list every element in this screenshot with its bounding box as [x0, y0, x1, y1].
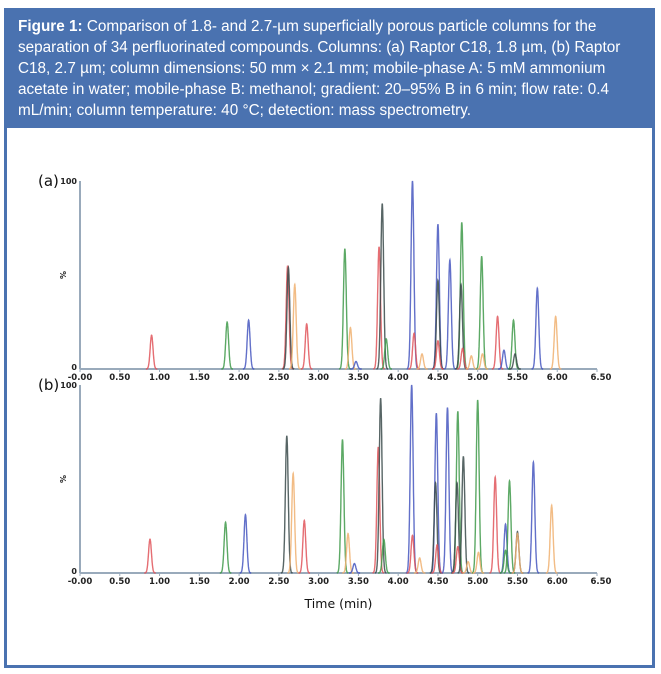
x-tick-label: 6.50 — [591, 373, 612, 383]
x-tick-label: 3.00 — [308, 373, 329, 383]
chromatogram-peak — [527, 459, 540, 574]
chromatogram-peak — [431, 224, 445, 370]
chromatogram-peak — [431, 278, 444, 370]
chromatogram-peak — [511, 532, 524, 574]
figure-caption: Figure 1: Comparison of 1.8- and 2.7-µm … — [4, 8, 655, 128]
chromatogram-peak — [472, 551, 485, 574]
caption-label: Figure 1: — [18, 18, 83, 35]
x-tick-label: 3.50 — [348, 373, 369, 383]
x-tick-label: 2.00 — [229, 373, 250, 383]
panel-label: (b) — [38, 376, 59, 394]
x-tick-label: 1.50 — [189, 577, 210, 587]
x-tick-label: 0.50 — [109, 373, 130, 383]
x-tick-label: 4.50 — [427, 577, 448, 587]
y-tick-label: 0 — [71, 363, 77, 372]
chromatogram-peak — [503, 478, 516, 574]
chromatogram-peak — [219, 520, 232, 574]
chromatogram-peak — [300, 322, 313, 370]
x-tick-label: 0.50 — [109, 577, 130, 587]
chromatogram-peak — [239, 513, 252, 574]
chromatogram-peak — [475, 255, 488, 370]
x-tick-label: 6.00 — [547, 373, 568, 383]
chromatogram-peak — [145, 334, 158, 370]
x-tick-label: -0.00 — [68, 373, 93, 383]
x-tick-label: 4.00 — [388, 577, 409, 587]
y-axis-label: % — [59, 271, 68, 279]
x-tick-label: 5.50 — [507, 373, 528, 383]
x-tick-label: 2.50 — [268, 373, 289, 383]
chromatogram-peak — [280, 435, 293, 574]
x-tick-label: 5.50 — [507, 577, 528, 587]
panel-label: (a) — [38, 172, 59, 190]
chromatogram-peak — [288, 282, 301, 370]
chromatogram-peak — [545, 503, 558, 574]
x-axis-label: Time (min) — [304, 596, 373, 611]
chromatogram-peak — [432, 339, 444, 370]
x-tick-label: 1.00 — [149, 577, 170, 587]
chromatogram-peak — [242, 318, 255, 370]
chromatogram-peak — [372, 446, 385, 574]
x-tick-label: 5.00 — [467, 577, 488, 587]
chromatogram-peak — [507, 318, 520, 370]
chromatogram-peak — [348, 562, 361, 574]
chromatogram-peak — [416, 353, 428, 370]
chromatogram-peak — [287, 470, 300, 574]
x-tick-label: 2.50 — [268, 577, 289, 587]
x-tick-label: 4.00 — [388, 373, 409, 383]
x-tick-label: 5.00 — [467, 373, 488, 383]
chromatogram-peak — [144, 538, 156, 574]
chromatogram-peak — [452, 545, 464, 574]
chromatogram-peak — [531, 286, 544, 370]
chromatogram-peak — [471, 399, 484, 574]
chromatogram-peak — [509, 353, 521, 370]
chromatogram-peak — [462, 560, 474, 574]
y-tick-label: 100 — [60, 381, 77, 390]
x-tick-label: 6.50 — [591, 577, 612, 587]
chromatogram-peak — [378, 538, 390, 574]
chromatogram-peak — [441, 407, 454, 574]
y-axis-label: % — [59, 475, 68, 483]
chromatogram-peak — [338, 248, 351, 370]
y-tick-label: 0 — [71, 567, 77, 576]
chromatogram-peak — [282, 265, 295, 370]
chromatogram-peak — [374, 398, 387, 574]
x-tick-label: 1.50 — [189, 373, 210, 383]
chromatogram-peak — [380, 337, 392, 370]
chromatogram-peak — [344, 326, 357, 370]
x-tick-label: 3.00 — [308, 577, 329, 587]
chromatogram-peak — [221, 320, 233, 370]
x-tick-label: 4.50 — [427, 373, 448, 383]
chromatogram-peak — [457, 456, 470, 574]
x-tick-label: 3.50 — [348, 577, 369, 587]
chromatogram-peak — [499, 522, 512, 574]
chromatogram-peak — [376, 203, 389, 370]
y-tick-label: 100 — [60, 177, 77, 186]
x-tick-label: 6.00 — [547, 577, 568, 587]
chromatogram-peak — [298, 518, 311, 574]
chromatogram-peak — [499, 549, 512, 574]
x-tick-label: 2.00 — [229, 577, 250, 587]
chromatogram-peak — [443, 257, 456, 370]
x-tick-label: -0.00 — [68, 577, 93, 587]
chromatogram-peak — [476, 353, 489, 370]
x-tick-label: 1.00 — [149, 373, 170, 383]
chromatogram-peak — [489, 474, 502, 574]
chromatogram-peak — [429, 480, 442, 574]
chromatogram-peak — [465, 354, 478, 370]
caption-text: Comparison of 1.8- and 2.7-µm superficia… — [18, 18, 621, 119]
chromatogram-peak — [336, 439, 349, 574]
chromatogram-peak — [413, 557, 426, 574]
chromatogram-peak — [549, 315, 562, 370]
chromatogram-peak — [342, 532, 354, 574]
chromatogram-peak — [431, 543, 443, 574]
chromatogram-peak — [350, 360, 362, 370]
